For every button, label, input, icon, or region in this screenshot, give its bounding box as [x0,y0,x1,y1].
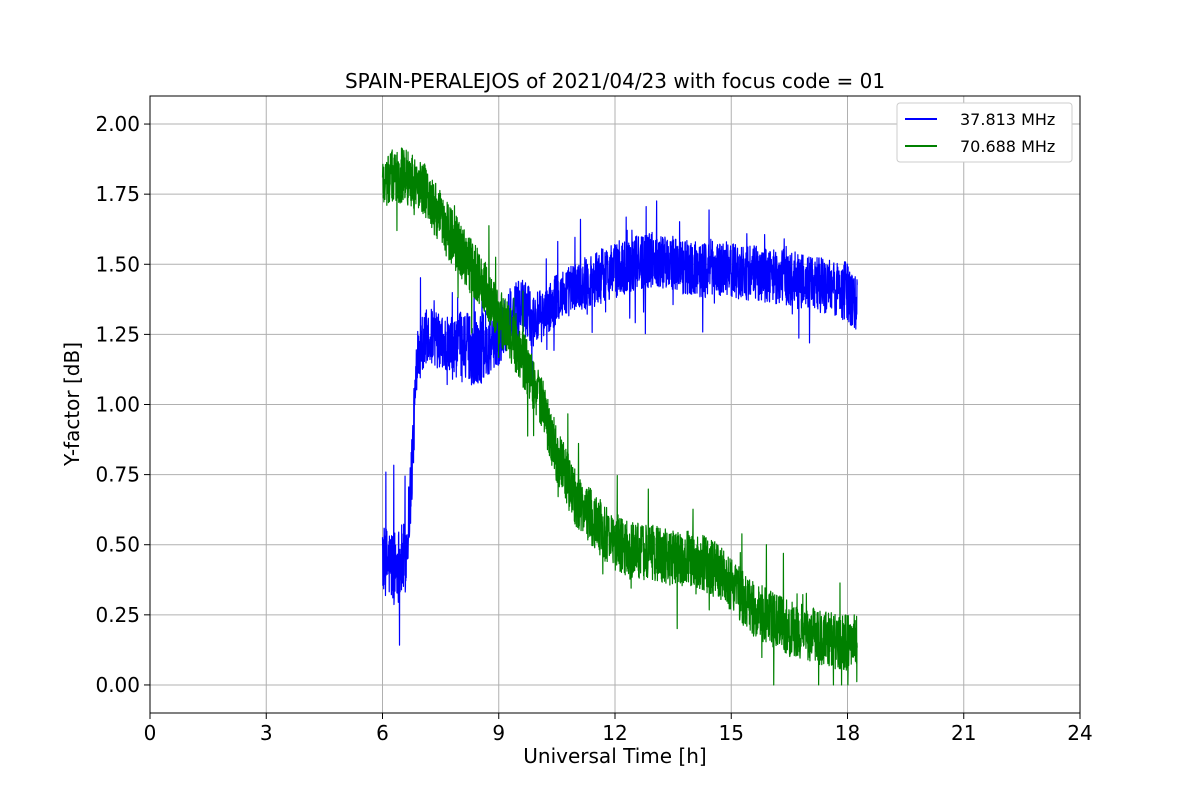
y-axis-label: Y-factor [dB] [60,342,84,467]
y-tick-label: 1.50 [95,252,140,276]
x-tick-label: 15 [719,721,744,745]
series-line-70-688-mhz [381,147,858,686]
y-tick-label: 1.00 [95,393,140,417]
x-tick-label: 21 [951,721,976,745]
series-layer [381,147,858,686]
series-line-37-813-mhz [381,200,858,646]
legend-box [896,102,1073,163]
x-tick-label: 9 [492,721,505,745]
y-tick-label: 2.00 [95,112,140,136]
legend-label-70-688-mhz: 70.688 MHz [960,137,1055,156]
x-axis-label: Universal Time [h] [523,744,706,768]
tick-layer: 0 3 6 9 12 15 18 21 24 0.00 0.25 0.50 0.75 1.00 1.25 1.… [95,112,1092,745]
legend: 37.813 MHz 70.688 MHz [896,102,1073,163]
x-tick-label: 18 [835,721,860,745]
y-tick-label: 0.75 [95,463,140,487]
x-tick-label: 0 [144,721,157,745]
y-tick-label: 0.50 [95,533,140,557]
y-tick-label: 0.25 [95,603,140,627]
legend-label-37-813-mhz: 37.813 MHz [960,110,1055,129]
grid-layer [149,96,1081,713]
chart-title: SPAIN-PERALEJOS of 2021/04/23 with focus… [345,69,885,93]
y-tick-label: 0.00 [95,673,140,697]
x-tick-label: 24 [1067,721,1092,745]
y-tick-label: 1.75 [95,182,140,206]
y-tick-label: 1.25 [95,322,140,346]
x-tick-label: 12 [602,721,627,745]
x-tick-label: 3 [260,721,273,745]
x-tick-label: 6 [376,721,389,745]
